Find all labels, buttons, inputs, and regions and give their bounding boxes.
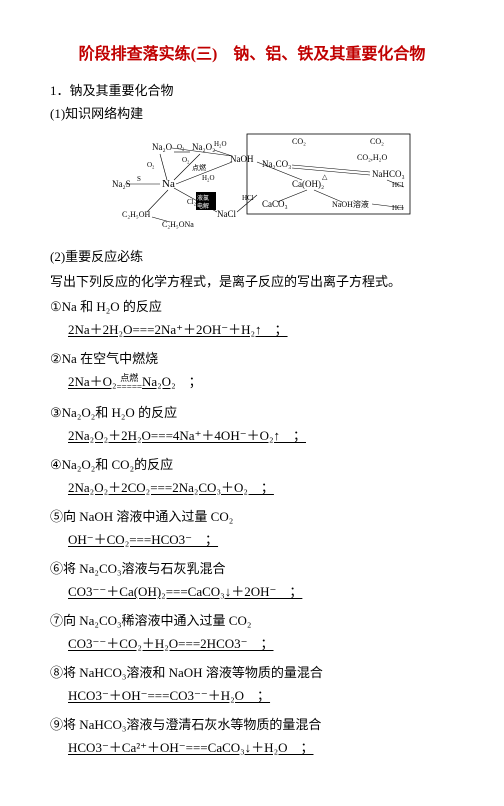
svg-text:NaCl: NaCl	[217, 209, 236, 219]
svg-text:CaCO₃: CaCO₃	[262, 199, 288, 209]
item-4-eq: 2Na₂O₂＋2CO₂===2Na₂CO₃＋O₂ ；	[68, 477, 454, 496]
svg-text:NaOH: NaOH	[230, 154, 254, 164]
svg-text:HCl: HCl	[392, 181, 404, 189]
diagram-svg: Na Na₂S S Na₂O O₂ Na₂O₂ 点燃 O₂ O₂ NaOH H₂…	[92, 132, 412, 232]
knowledge-network-diagram: Na Na₂S S Na₂O O₂ Na₂O₂ 点燃 O₂ O₂ NaOH H₂…	[50, 132, 454, 232]
svg-text:H₂O: H₂O	[202, 174, 215, 182]
item-8-eq: HCO3⁻＋OH⁻===CO3⁻⁻＋H₂O ；	[68, 685, 454, 704]
item-6-eq: CO3⁻⁻＋Ca(OH)₂===CaCO₃↓＋2OH⁻ ；	[68, 581, 454, 600]
svg-text:CO₂: CO₂	[370, 137, 384, 146]
item-3-eq: 2Na₂O₂＋2H₂O===4Na⁺＋4OH⁻＋O₂↑ ；	[68, 425, 454, 444]
svg-text:点燃: 点燃	[192, 163, 206, 172]
svg-text:Ca(OH)₂: Ca(OH)₂	[292, 179, 324, 189]
item-8-label: ⑧将 NaHCO₃溶液和 NaOH 溶液等物质的量混合	[50, 662, 454, 681]
svg-text:电解: 电解	[197, 202, 209, 210]
svg-text:C₂H₅OH: C₂H₅OH	[122, 210, 150, 219]
section-1-heading: 1．钠及其重要化合物	[50, 80, 454, 99]
item-4-label: ④Na₂O₂和 CO₂的反应	[50, 454, 454, 473]
item-5-label: ⑤向 NaOH 溶液中通入过量 CO₂	[50, 506, 454, 525]
item-7-eq: CO3⁻⁻＋CO₂＋H₂O===2HCO3⁻ ；	[68, 633, 454, 652]
item-1-eq: 2Na＋2H₂O===2Na⁺＋2OH⁻＋H₂↑ ；	[68, 319, 454, 338]
svg-text:Na₂CO₃: Na₂CO₃	[262, 159, 291, 169]
item-9-eq: HCO3⁻＋Ca²⁺＋OH⁻===CaCO₃↓＋H₂O ；	[68, 737, 454, 756]
svg-text:液氯: 液氯	[197, 194, 209, 202]
svg-text:HCl: HCl	[242, 194, 254, 202]
item-5-eq: OH⁻＋CO₂===HCO3⁻ ；	[68, 529, 454, 548]
svg-text:NaHCO₃: NaHCO₃	[372, 169, 405, 179]
subsection-1-1: (1)知识网络构建	[50, 103, 454, 122]
svg-text:CO₂: CO₂	[292, 137, 306, 146]
svg-text:Na₂O: Na₂O	[152, 142, 173, 152]
item-2-eq: 2Na＋O₂点燃=====Na₂O₂ ；	[68, 371, 454, 392]
intro-text: 写出下列反应的化学方程式，是离子反应的写出离子方程式。	[50, 271, 454, 290]
item-6-label: ⑥将 Na₂CO₃溶液与石灰乳混合	[50, 558, 454, 577]
svg-text:O₂: O₂	[182, 156, 190, 164]
reaction-list: ①Na 和 H₂O 的反应 2Na＋2H₂O===2Na⁺＋2OH⁻＋H₂↑ ；…	[50, 296, 454, 756]
svg-text:O₂: O₂	[147, 161, 155, 169]
item-9-label: ⑨将 NaHCO₃溶液与澄清石灰水等物质的量混合	[50, 714, 454, 733]
subsection-1-2: (2)重要反应必练	[50, 246, 454, 265]
svg-text:Cl₂: Cl₂	[187, 198, 197, 206]
svg-text:H₂O: H₂O	[214, 140, 227, 148]
item-7-label: ⑦向 Na₂CO₃稀溶液中通入过量 CO₂	[50, 610, 454, 629]
item-3-label: ③Na₂O₂和 H₂O 的反应	[50, 402, 454, 421]
item-1-label: ①Na 和 H₂O 的反应	[50, 296, 454, 315]
svg-text:S: S	[137, 175, 141, 183]
svg-text:Na: Na	[162, 178, 175, 190]
svg-text:Na₂O₂: Na₂O₂	[192, 142, 215, 152]
svg-text:CO₂,H₂O: CO₂,H₂O	[357, 153, 387, 162]
item-2-label: ②Na 在空气中燃烧	[50, 348, 454, 367]
svg-text:NaOH溶液: NaOH溶液	[332, 199, 369, 209]
page-title: 阶段排查落实练(三) 钠、铝、铁及其重要化合物	[50, 40, 454, 64]
